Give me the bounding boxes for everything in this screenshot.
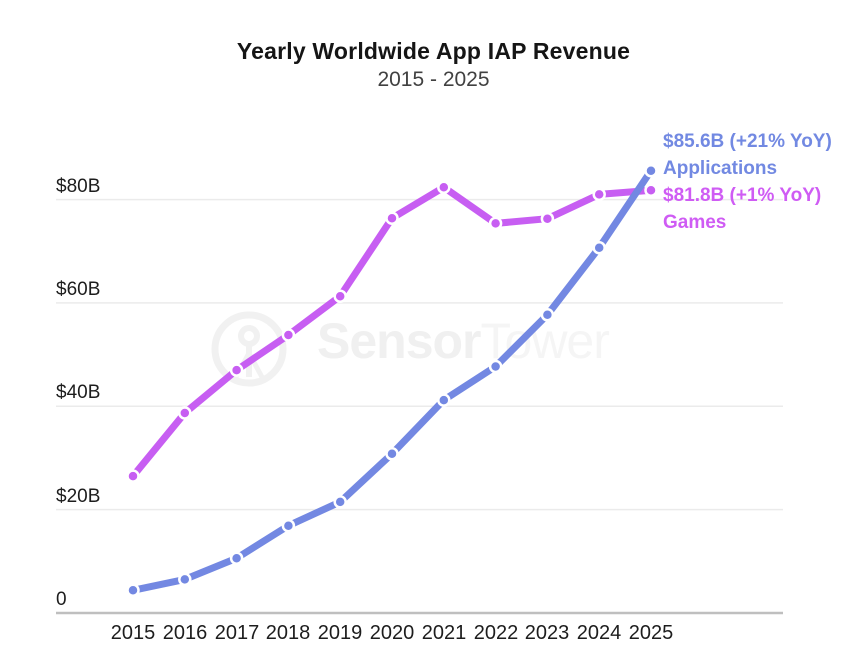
data-point-marker-games — [126, 469, 140, 483]
x-axis-tick-label: 2024 — [576, 622, 622, 644]
data-point-marker-applications — [385, 447, 399, 461]
data-point-marker-applications — [488, 359, 503, 374]
chart-subtitle: 2015 - 2025 — [377, 68, 490, 91]
x-axis-tick-label: 2015 — [110, 622, 156, 644]
y-axis-tick-label: 0 — [56, 589, 67, 610]
x-axis-tick-label: 2018 — [265, 622, 311, 644]
data-point-marker-applications — [540, 308, 555, 322]
games-value-label: $81.8B (+1% YoY) — [663, 185, 822, 206]
data-point-marker-applications — [178, 572, 192, 587]
data-point-marker-applications — [592, 240, 606, 255]
data-point-marker-games — [281, 328, 296, 342]
data-point-marker-games — [540, 211, 555, 226]
y-axis-tick-label: $80B — [56, 176, 101, 197]
data-point-marker-applications — [333, 495, 347, 509]
y-axis-tick-label: $60B — [56, 279, 101, 300]
data-point-marker-applications — [644, 163, 658, 178]
applications-value-label: $85.6B (+21% YoY) — [663, 131, 832, 152]
data-point-marker-games — [437, 180, 451, 194]
games-series-label: Games — [663, 212, 727, 233]
y-axis-tick-label: $40B — [56, 382, 101, 403]
y-axis-tick-label: $20B — [56, 486, 101, 507]
x-axis-tick-label: 2016 — [162, 622, 208, 644]
data-point-marker-games — [644, 183, 658, 198]
data-point-marker-games — [178, 406, 192, 420]
data-point-marker-games — [333, 289, 347, 303]
applications-series-label: Applications — [663, 158, 778, 179]
x-axis-tick-label: 2023 — [524, 622, 570, 644]
data-point-marker-applications — [281, 518, 296, 533]
series-line-applications — [129, 167, 655, 594]
data-point-marker-games — [229, 363, 244, 377]
x-axis-tick-label: 2020 — [369, 622, 415, 644]
data-point-marker-applications — [126, 583, 140, 598]
series-legend: $85.6B (+21% YoY) Applications $81.8B (+… — [663, 128, 832, 236]
x-axis-tick-label: 2021 — [421, 622, 467, 644]
x-axis-tick-label: 2022 — [473, 622, 519, 644]
data-point-marker-games — [592, 187, 606, 202]
data-point-marker-applications — [437, 393, 451, 407]
x-axis-tick-label: 2019 — [317, 622, 363, 644]
x-axis-tick-label: 2017 — [214, 622, 260, 644]
chart-title: Yearly Worldwide App IAP Revenue — [236, 38, 631, 64]
data-point-marker-games — [488, 216, 503, 231]
x-axis-tick-label: 2025 — [628, 622, 674, 644]
data-point-marker-applications — [229, 551, 244, 565]
legend-applications: $85.6B (+21% YoY) Applications — [663, 128, 832, 182]
legend-games: $81.8B (+1% YoY) Games — [663, 182, 832, 236]
data-point-marker-games — [385, 211, 399, 225]
series-line-games — [129, 183, 655, 480]
